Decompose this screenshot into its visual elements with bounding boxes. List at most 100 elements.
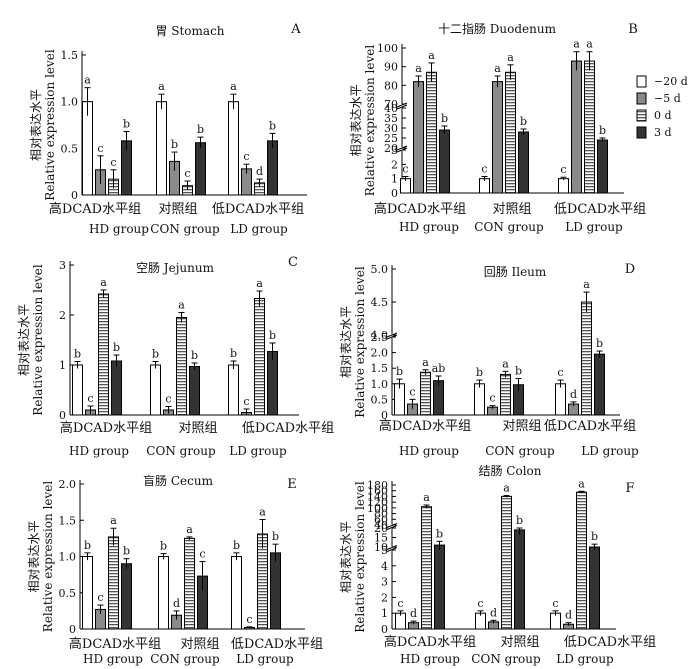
y-tick-label: 15 [374,532,388,545]
significance-letter: b [520,115,527,128]
group-label-en: CON group [150,222,220,236]
y-tick-label: 1.0 [59,551,77,564]
group-label-zh: 对照组 [502,419,541,434]
bar [176,317,187,416]
bar [555,383,566,416]
significance-letter: b [84,539,91,552]
panel-label: A [290,22,301,37]
bar [267,351,278,416]
bar [571,60,582,194]
bar [254,298,265,416]
y-tick-label: 0.5 [61,142,79,155]
group-label-zh: 高DCAD水平组 [69,636,161,652]
y-tick-label: 4.0 [371,329,389,342]
legend-swatch [636,109,647,122]
significance-letter: c [243,150,249,163]
y-tick-label: 1 [381,607,388,620]
y-axis-label-en: Relative expression level [363,45,377,197]
y-tick-label: 30 [384,122,398,135]
y-tick-label: 160 [367,485,388,498]
significance-letter: d [490,606,497,619]
y-tick-label: 40 [374,519,388,532]
group-label-zh: 对照组 [178,421,217,436]
y-tick-label: 1 [59,359,66,372]
significance-letter: a [110,514,117,527]
bar [111,360,122,416]
group-label-zh: 低DCAD水平组 [231,637,323,652]
legend-label: 3 d [654,126,672,139]
y-tick-label: 10 [374,541,388,554]
group-label-en: LD group [229,444,287,458]
y-tick-label: 1.5 [61,49,79,62]
y-axis-label-en: Relative expression level [43,49,57,201]
significance-letter: c [97,142,103,155]
panel-label: F [625,481,634,496]
bar [597,139,608,194]
y-tick-label: 1.0 [371,378,389,391]
bar [72,364,83,416]
y-tick-label: 100 [367,502,388,515]
significance-letter: d [173,597,180,610]
significance-letter: b [272,530,279,543]
bar [420,371,431,416]
bar [492,81,503,194]
group-label-en: HD group [69,444,129,458]
y-axis-label-en: Relative expression level [31,264,45,416]
significance-letter: d [570,388,577,401]
bar [439,129,450,194]
group-label-en: HD group [399,444,459,458]
significance-letter: b [123,545,130,558]
significance-letter: a [256,277,263,290]
bar [98,293,109,416]
significance-letter: b [269,119,276,132]
significance-letter: d [410,607,417,620]
y-tick-label: 1.5 [59,514,77,527]
significance-letter: b [74,348,81,361]
chart-title: 胃 Stomach [155,24,224,38]
y-axis-label-zh: 相对表达水平 [27,520,41,592]
significance-letter: b [269,329,276,342]
group-label-zh: 对照组 [500,635,539,650]
bar [231,556,242,630]
significance-letter: b [436,527,443,540]
group-label-en: CON group [474,220,544,234]
significance-letter: a [422,356,429,369]
bar [189,366,200,416]
significance-letter: d [256,165,263,178]
y-tick-label: 2.0 [371,347,389,360]
significance-letter: b [123,118,130,131]
chart-title: 回肠 Ileum [484,265,547,279]
group-label-en: CON group [146,444,216,458]
y-tick-label: 70 [384,98,398,111]
y-axis-label-en: Relative expression level [353,481,367,633]
legend-swatch [636,75,647,88]
significance-letter: c [397,597,403,610]
group-label-en: HD group [83,652,143,666]
y-tick-label: 0.5 [59,587,77,600]
y-tick-label: 2 [59,309,66,322]
significance-letter: c [409,385,415,398]
y-tick-label: 25 [384,132,398,145]
bar [514,529,525,630]
significance-letter: a [503,482,510,495]
bar [121,563,132,630]
group-label-zh: 对照组 [158,202,197,217]
group-label-zh: 高DCAD水平组 [49,201,141,217]
bar [108,536,119,630]
panel-label: E [287,477,297,492]
legend: −20 d −5 d 0 d 3 d [636,75,688,139]
significance-letter: c [402,163,408,176]
y-axis-label-zh: 相对表达水平 [17,304,31,376]
y-tick-label: 1.0 [61,96,79,109]
significance-letter: b [599,124,606,137]
bar [270,552,281,630]
group-label-zh: 对照组 [180,637,219,652]
significance-letter: b [596,337,603,350]
group-label-en: HD group [399,220,459,234]
axis-break-mark [396,104,408,110]
y-axis-label-en: Relative expression level [41,481,55,633]
bar [594,353,605,416]
significance-letter: a [415,62,422,75]
group-label-en: LD group [230,222,288,236]
